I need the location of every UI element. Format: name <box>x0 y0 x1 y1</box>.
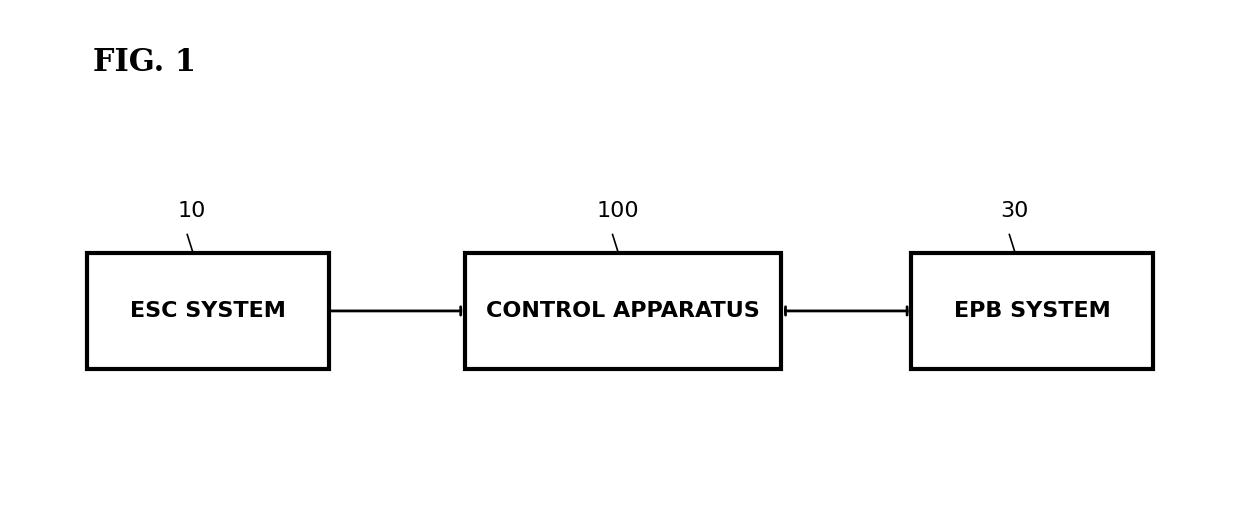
Text: 10: 10 <box>179 201 206 221</box>
Bar <box>465 253 781 369</box>
Text: 100: 100 <box>596 201 639 221</box>
Text: FIG. 1: FIG. 1 <box>93 47 196 79</box>
Text: CONTROL APPARATUS: CONTROL APPARATUS <box>486 301 760 321</box>
Bar <box>87 253 329 369</box>
Text: 30: 30 <box>1001 201 1028 221</box>
Text: ESC SYSTEM: ESC SYSTEM <box>130 301 285 321</box>
Bar <box>911 253 1153 369</box>
Text: EPB SYSTEM: EPB SYSTEM <box>954 301 1111 321</box>
